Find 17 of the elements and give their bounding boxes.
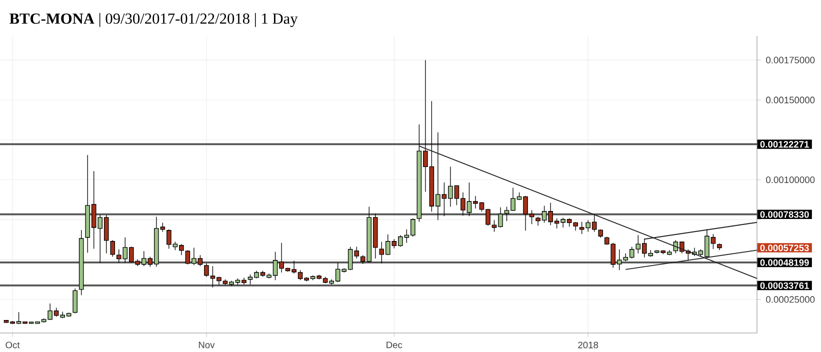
y-tick-label: 0.00025000 xyxy=(766,296,815,303)
ref-line-label: 0.00048199 xyxy=(760,259,809,266)
y-tick-label: 0.00150000 xyxy=(766,96,815,104)
text: 0.00057253 xyxy=(760,244,809,252)
candlestick xyxy=(204,263,209,278)
x-tick-label: Nov xyxy=(198,342,215,348)
ref-line-label: 0.00078330 xyxy=(760,211,809,218)
x-tick-label: Dec xyxy=(386,342,402,348)
chart-title: BTC-MONA | 09/30/2017-01/22/2018 | 1 Day xyxy=(10,13,298,27)
y-tick-label: 0.00175000 xyxy=(766,56,815,64)
y-tick-label: 0.00100000 xyxy=(766,176,815,184)
x-tick-label: Oct xyxy=(6,342,20,348)
ref-line-label: 0.00033761 xyxy=(760,282,809,289)
candlestick xyxy=(110,240,116,258)
x-tick-label: 2018 xyxy=(578,342,598,348)
candlestick xyxy=(72,288,78,314)
ref-line-label: 0.00122271 xyxy=(760,141,809,148)
